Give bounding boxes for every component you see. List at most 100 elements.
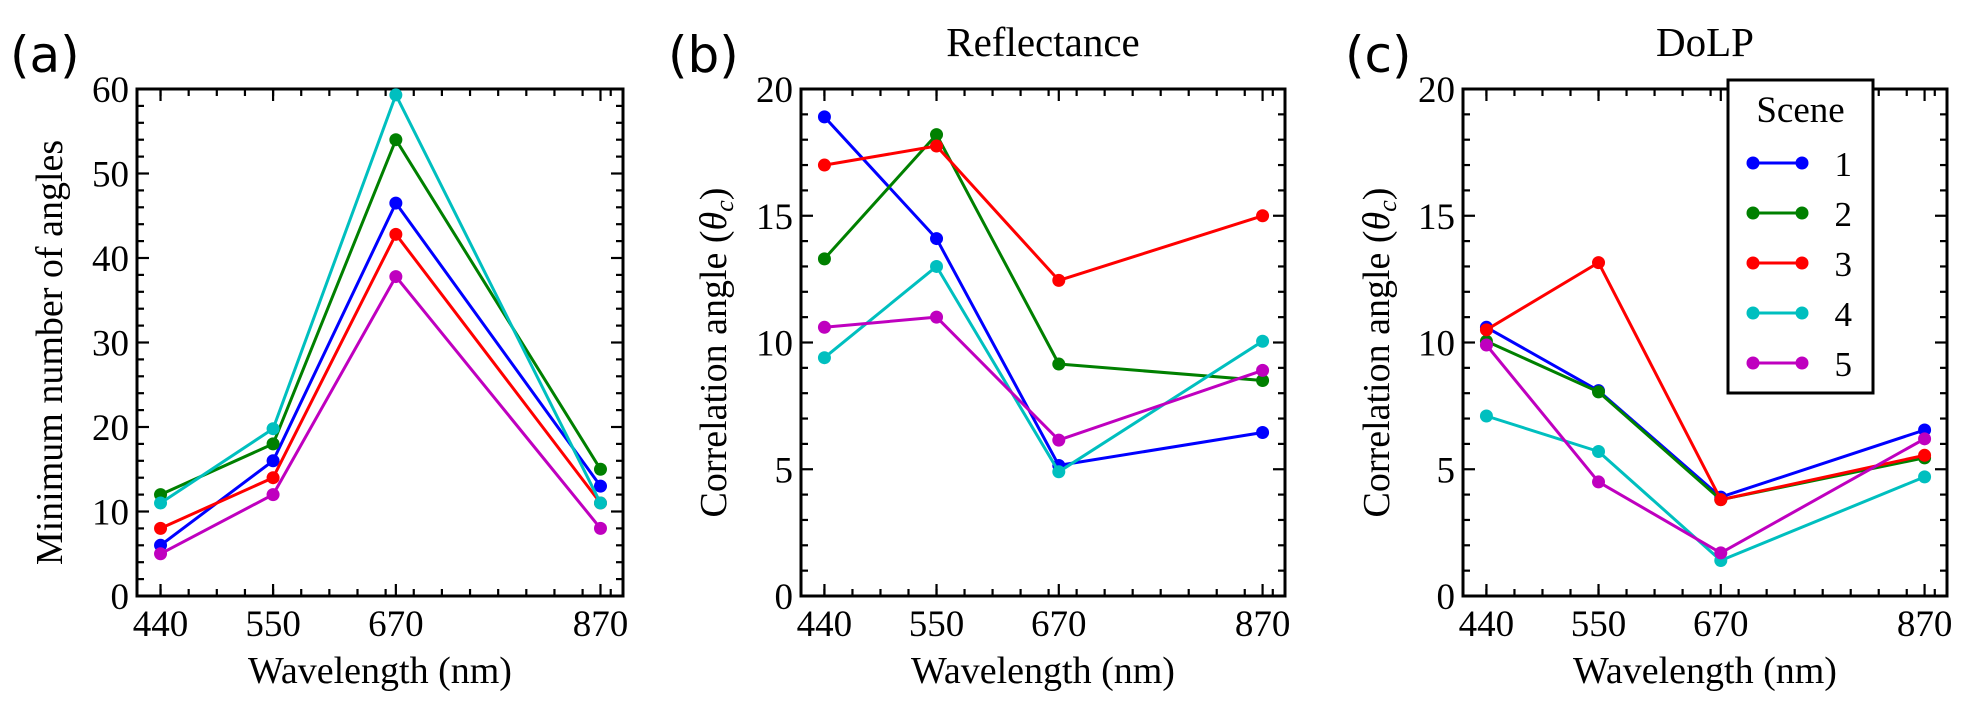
legend-marker	[1746, 156, 1760, 170]
legend-marker	[1795, 156, 1809, 170]
legend-box	[1726, 78, 1875, 395]
data-point	[930, 128, 944, 142]
data-point	[1479, 409, 1493, 423]
series-scene-3	[817, 139, 1270, 287]
y-tick-label: 30	[92, 324, 129, 365]
series-scene-5	[1479, 338, 1932, 560]
legend-label: 5	[1835, 345, 1853, 384]
legend-marker	[1746, 206, 1760, 220]
axes-frame	[799, 87, 1287, 598]
data-point	[266, 422, 280, 436]
y-tick-label: 20	[92, 408, 129, 449]
series-scene-4	[817, 259, 1270, 479]
y-axis-ticks	[801, 87, 1285, 598]
data-point	[266, 471, 280, 485]
data-point	[389, 270, 403, 284]
data-point	[1918, 470, 1932, 484]
legend-label: 3	[1835, 245, 1853, 284]
series-scene-4	[154, 88, 607, 510]
axes-frame	[135, 87, 625, 598]
data-point	[593, 496, 607, 510]
data-point	[1918, 448, 1932, 462]
legend-entry-scene-4: 4	[1746, 295, 1852, 334]
series-line	[1485, 414, 1926, 562]
data-point	[930, 232, 944, 246]
data-point	[817, 351, 831, 365]
data-point	[389, 133, 403, 147]
y-tick-label: 10	[1418, 324, 1455, 365]
panel-label: (b)	[668, 26, 739, 84]
data-point	[1256, 425, 1270, 439]
legend-marker	[1795, 256, 1809, 270]
y-tick-label: 20	[756, 70, 793, 111]
x-axis-label: Wavelength (nm)	[911, 650, 1175, 692]
x-axis-label: Wavelength (nm)	[1573, 650, 1837, 692]
y-tick-label: 40	[92, 239, 129, 280]
y-tick-label: 10	[756, 324, 793, 365]
data-point	[1592, 475, 1606, 489]
data-point	[1918, 432, 1932, 446]
data-point	[817, 158, 831, 172]
y-axis-ticks	[1463, 87, 1947, 598]
data-point	[593, 521, 607, 535]
y-tick-label: 5	[775, 450, 794, 491]
y-tick-label: 10	[92, 493, 129, 534]
series-scene-3	[1479, 256, 1932, 507]
y-axis-label-main: Correlation angle (	[693, 230, 735, 517]
x-tick-label: 440	[1459, 604, 1515, 645]
data-point	[1256, 363, 1270, 377]
data-point	[154, 496, 168, 510]
series-scene-3	[154, 227, 607, 535]
y-axis-label-main: Correlation angle (	[1356, 230, 1398, 517]
data-point	[593, 479, 607, 493]
legend-title: Scene	[1756, 90, 1844, 131]
data-point	[389, 88, 403, 102]
data-point	[1479, 338, 1493, 352]
legend-marker	[1746, 306, 1760, 320]
series-line	[823, 133, 1263, 382]
y-tick-label: 20	[1418, 70, 1455, 111]
data-point	[1479, 323, 1493, 337]
data-point	[930, 139, 944, 153]
x-tick-label: 870	[573, 604, 629, 645]
chart-title: Reflectance	[946, 19, 1139, 65]
series-line	[159, 232, 602, 530]
x-axis-label: Wavelength (nm)	[248, 650, 512, 692]
legend-entry-scene-5: 5	[1746, 345, 1853, 384]
y-axis-label: Correlation angle (θc)	[1356, 188, 1402, 518]
series-scene-2	[154, 133, 607, 502]
x-tick-label: 440	[133, 604, 189, 645]
series-scene-1	[817, 110, 1270, 472]
y-tick-label: 60	[92, 70, 129, 111]
data-point	[1592, 256, 1606, 270]
data-point	[593, 462, 607, 476]
legend-entry-scene-3: 3	[1746, 245, 1853, 284]
y-axis-label-end: )	[693, 188, 735, 201]
series-line	[824, 315, 1264, 442]
x-tick-label: 870	[1235, 604, 1291, 645]
legend-entry-scene-1: 1	[1746, 145, 1853, 184]
series-scene-2	[817, 128, 1270, 388]
data-point	[389, 227, 403, 241]
data-point	[154, 547, 168, 561]
series-scene-1	[154, 196, 607, 552]
series-line	[159, 275, 602, 556]
legend-marker	[1795, 306, 1809, 320]
series-line	[824, 144, 1264, 282]
legend-entry-scene-2: 2	[1746, 195, 1852, 234]
data-point	[817, 252, 831, 266]
legend-label: 1	[1835, 145, 1853, 184]
series-line	[823, 264, 1264, 474]
x-tick-label: 550	[245, 604, 301, 645]
panel-b: (b) Reflectance 0 5 10 15 20 440 550 670 870 Wavele…	[668, 19, 1290, 692]
y-axis-label: Correlation angle (θc)	[693, 188, 739, 518]
y-axis-label-subscript: c	[1373, 200, 1402, 212]
y-axis-label-symbol: θ	[1356, 212, 1398, 231]
panel-label: (c)	[1345, 26, 1412, 84]
data-point	[1052, 433, 1066, 447]
chart-title: DoLP	[1656, 19, 1754, 65]
data-point	[1256, 334, 1270, 348]
x-tick-label: 670	[1031, 604, 1087, 645]
